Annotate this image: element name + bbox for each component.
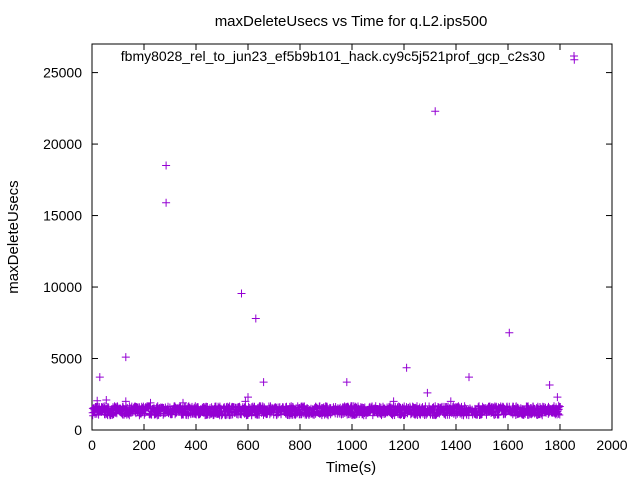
- data-point: [95, 373, 104, 382]
- y-tick-label: 5000: [51, 351, 82, 367]
- data-point: [402, 363, 411, 372]
- x-tick-label: 0: [88, 437, 96, 453]
- data-point: [121, 353, 130, 362]
- data-point: [102, 395, 111, 404]
- x-tick-label: 1400: [440, 437, 471, 453]
- y-tick-label: 10000: [43, 279, 82, 295]
- y-axis-label: maxDeleteUsecs: [5, 180, 22, 293]
- data-point: [553, 393, 562, 402]
- data-point: [241, 397, 250, 406]
- x-tick-label: 200: [132, 437, 156, 453]
- data-point: [505, 328, 514, 337]
- data-point: [237, 289, 246, 298]
- axis-ticks: 0 200 400 600 800 1000 1200 1400 1600 1800 2000050…: [43, 44, 628, 453]
- data-point: [423, 388, 432, 397]
- data-point: [179, 398, 187, 407]
- x-tick-label: 600: [236, 437, 260, 453]
- data-point: [342, 378, 351, 387]
- data-point: [554, 401, 563, 410]
- x-tick-label: 800: [288, 437, 312, 453]
- baseline-band: [88, 402, 564, 420]
- data-point: [244, 393, 252, 402]
- x-tick-label: 2000: [596, 437, 627, 453]
- data-point: [162, 198, 171, 207]
- data-point: [162, 161, 171, 170]
- baseline-band-markers: [88, 402, 564, 420]
- data-point: [431, 107, 440, 116]
- data-points: [90, 55, 579, 414]
- data-point: [251, 314, 260, 323]
- data-point: [90, 405, 99, 414]
- data-point: [121, 397, 130, 406]
- legend-marker: [570, 52, 578, 60]
- plot-area-border: [91, 43, 613, 431]
- y-tick-label: 25000: [43, 65, 82, 81]
- data-point: [545, 380, 554, 389]
- data-point: [146, 398, 155, 407]
- y-tick-label: 15000: [43, 208, 82, 224]
- legend-marker-symbol: [570, 52, 578, 60]
- y-tick-label: 20000: [43, 136, 82, 152]
- y-tick-label: 0: [74, 422, 82, 438]
- x-tick-label: 400: [184, 437, 208, 453]
- data-point: [93, 396, 102, 405]
- x-tick-label: 1800: [544, 437, 575, 453]
- data-point: [446, 397, 455, 406]
- legend-label: fbmy8028_rel_to_jun23_ef5b9b101_hack.cy9…: [121, 48, 545, 64]
- x-tick-label: 1600: [492, 437, 523, 453]
- x-axis-label: Time(s): [326, 459, 376, 476]
- data-point: [389, 397, 398, 406]
- data-point: [259, 378, 268, 387]
- x-tick-label: 1200: [388, 437, 419, 453]
- data-point: [465, 373, 473, 382]
- chart-title: maxDeleteUsecs vs Time for q.L2.ips500: [215, 13, 488, 30]
- x-tick-label: 1000: [336, 437, 367, 453]
